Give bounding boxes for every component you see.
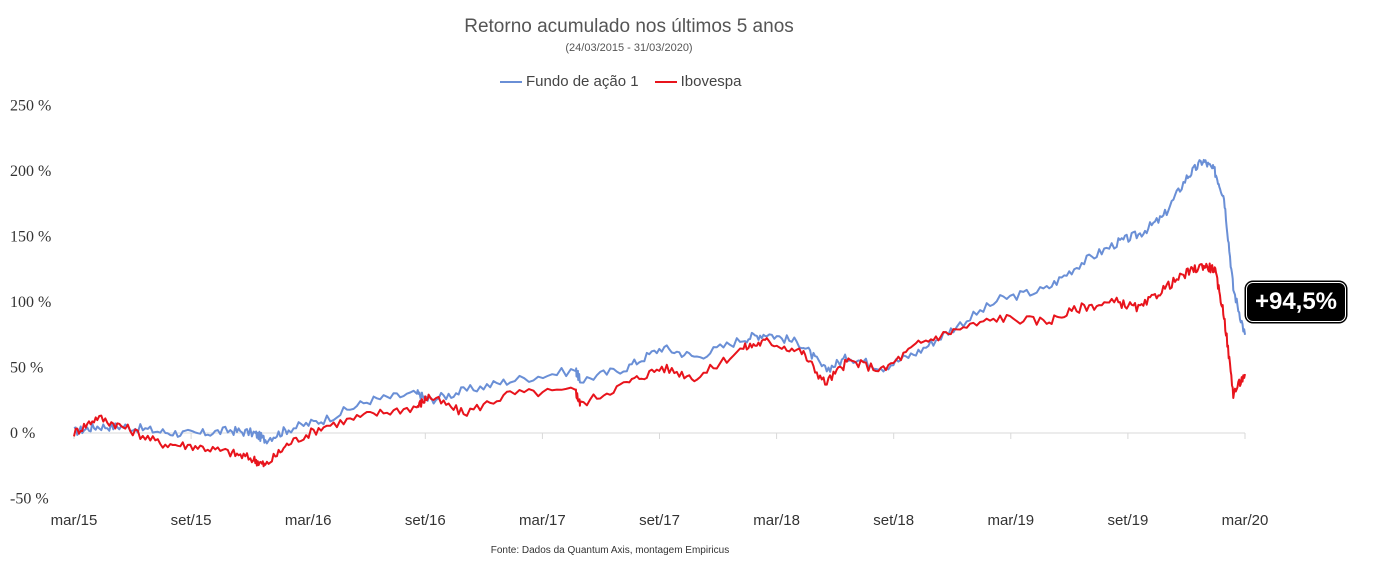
x-tick-label: set/18: [873, 512, 914, 529]
chart-subtitle: (24/03/2015 - 31/03/2020): [565, 42, 693, 54]
x-tick-label: set/17: [639, 512, 680, 529]
legend-label-ibovespa: Ibovespa: [680, 73, 742, 90]
y-tick-label: 250 %: [10, 98, 51, 115]
x-tick-label: mar/15: [51, 512, 98, 529]
return-callout: +94,5%: [1247, 283, 1345, 321]
y-tick-label: 200 %: [10, 163, 51, 180]
x-tick-label: mar/17: [519, 512, 566, 529]
x-tick-label: mar/20: [1222, 512, 1269, 529]
y-tick-label: 100 %: [10, 294, 51, 311]
y-tick-label: 50 %: [10, 360, 43, 377]
x-tick-label: set/19: [1107, 512, 1148, 529]
x-tick-label: mar/16: [285, 512, 332, 529]
legend-label-fundo: Fundo de ação 1: [526, 73, 639, 90]
legend-swatch-ibovespa: [654, 80, 677, 83]
series-line-fundo: [73, 158, 1246, 445]
source-note: Fonte: Dados da Quantum Axis, montagem E…: [490, 545, 730, 556]
chart-legend: Fundo de ação 1 Ibovespa: [500, 73, 751, 90]
chart-title: Retorno acumulado nos últimos 5 anos: [464, 16, 794, 37]
legend-swatch-fundo: [500, 80, 522, 83]
x-tick-label: set/15: [171, 512, 212, 529]
y-tick-label: 150 %: [10, 229, 51, 246]
legend-item-fundo: Fundo de ação 1: [500, 73, 639, 90]
legend-item-ibovespa: Ibovespa: [654, 73, 742, 90]
x-tick-label: set/16: [405, 512, 446, 529]
y-tick-label: 0 %: [10, 425, 35, 442]
y-tick-label: -50 %: [10, 491, 49, 508]
x-tick-label: mar/18: [753, 512, 800, 529]
series-line-ibovespa: [73, 262, 1246, 468]
x-tick-label: mar/19: [987, 512, 1034, 529]
